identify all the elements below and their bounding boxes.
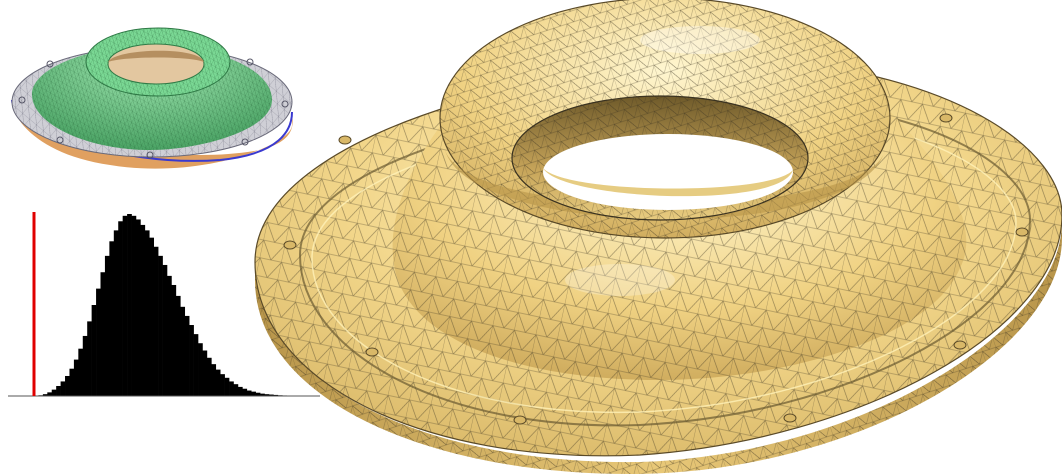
histogram-bar	[206, 357, 212, 396]
histogram-bar	[184, 315, 190, 396]
histogram-bar	[131, 215, 137, 396]
histogram-bar	[273, 394, 279, 396]
histogram-bar	[144, 230, 150, 396]
histogram-bar	[87, 321, 92, 396]
histogram-bar	[180, 306, 186, 396]
histogram-bar	[224, 377, 230, 396]
histogram-bar	[56, 385, 61, 396]
histogram-bar	[162, 264, 168, 396]
histogram-bar	[69, 368, 75, 396]
histogram-bar	[82, 335, 88, 396]
thumbnail-bolt-holes	[18, 58, 289, 159]
histogram-bar	[175, 295, 181, 396]
histogram-bar	[189, 325, 194, 396]
histogram-bar	[113, 230, 119, 396]
histogram-bar	[51, 389, 57, 396]
histogram-bar	[78, 348, 84, 396]
histogram-bar	[167, 275, 172, 396]
histogram-bar	[135, 219, 141, 396]
histogram-bar	[229, 381, 234, 396]
histogram-bar	[242, 388, 248, 396]
histogram-bar	[198, 343, 203, 396]
histogram-bar	[91, 305, 97, 396]
tetrahedral-mesh-part-icon	[254, 0, 1062, 475]
histogram-bar	[104, 255, 110, 396]
histogram-bar	[118, 221, 123, 396]
histogram-bar	[251, 391, 256, 396]
histogram-bar	[65, 375, 70, 396]
histogram-bar	[211, 364, 217, 396]
histogram-bar	[237, 386, 243, 396]
histogram-bar	[202, 350, 208, 396]
histogram-bar	[193, 334, 199, 396]
histogram-bar	[73, 359, 79, 396]
meshed-part-thumbnail-icon	[11, 27, 293, 169]
thumbnail-hole	[107, 43, 205, 85]
histogram-bar	[220, 374, 225, 396]
histogram-bar	[255, 392, 261, 396]
histogram-bars	[38, 214, 296, 396]
histogram-bar	[171, 284, 177, 396]
histogram-bar	[140, 224, 146, 396]
histogram-bar	[127, 214, 132, 396]
histogram-bar	[246, 390, 252, 396]
histogram-bar	[153, 246, 159, 396]
histogram-bar	[100, 272, 106, 396]
histogram-bar	[149, 237, 154, 396]
histogram-bar	[96, 288, 101, 396]
histogram-bar	[264, 394, 270, 396]
flange-bolt-holes	[283, 113, 1029, 425]
quality-histogram	[8, 212, 320, 397]
thumbnail-flange-side	[12, 100, 293, 169]
histogram-bar	[215, 369, 221, 396]
histogram-bar	[260, 393, 265, 396]
histogram-bar	[268, 394, 274, 396]
histogram-bar	[42, 394, 48, 396]
histogram-bar	[60, 381, 66, 396]
histogram-bar	[122, 215, 128, 396]
histogram-bar	[233, 384, 239, 396]
center-hole-opening	[543, 134, 793, 210]
histogram-bar	[109, 241, 115, 396]
histogram-bar	[158, 255, 163, 396]
histogram-bar	[47, 392, 53, 396]
